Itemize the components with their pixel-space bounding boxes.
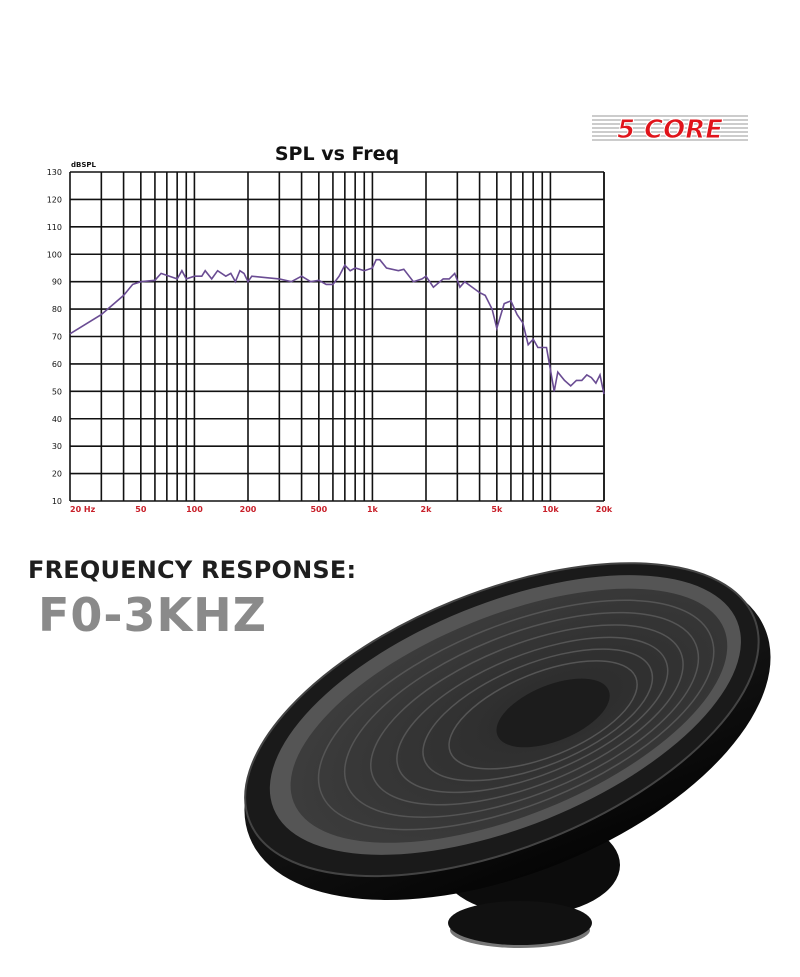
spl-vs-freq-chart: SPL vs Freq dBSPL 1020304050607080901001… — [47, 143, 613, 514]
x-tick-label: 20k — [596, 505, 613, 514]
x-tick-label: 1k — [367, 505, 379, 514]
x-tick-label: 100 — [186, 505, 203, 514]
x-tick-label: 200 — [240, 505, 257, 514]
chart-title: SPL vs Freq — [275, 143, 399, 165]
y-tick-label: 60 — [52, 360, 62, 369]
logo-text: 5 CORE — [617, 115, 723, 145]
y-axis-label: dBSPL — [71, 161, 97, 169]
y-tick-label: 90 — [52, 278, 62, 287]
x-tick-label: 50 — [135, 505, 147, 514]
y-tick-label: 80 — [52, 305, 62, 314]
y-tick-label: 120 — [47, 195, 62, 204]
brand-logo: 5 CORE — [592, 115, 748, 146]
x-tick-labels: 20 Hz 50 100 200 500 1k 2k 5k 10k 20k — [70, 505, 613, 514]
spl-series-line — [69, 258, 605, 395]
x-tick-label: 5k — [491, 505, 503, 514]
x-tick-label: 500 — [310, 505, 327, 514]
y-tick-label: 50 — [52, 387, 62, 396]
x-tick-label: 10k — [542, 505, 559, 514]
frequency-response-value: F0-3KHZ — [38, 588, 268, 642]
chart-grid — [69, 171, 605, 502]
y-tick-label: 10 — [52, 497, 62, 506]
y-tick-label: 20 — [52, 470, 62, 479]
x-tick-label: 2k — [421, 505, 433, 514]
y-tick-label: 110 — [47, 223, 62, 232]
y-tick-label: 130 — [47, 168, 62, 177]
x-tick-label: 20 Hz — [70, 505, 96, 514]
speaker-image — [244, 562, 771, 948]
y-tick-label: 70 — [52, 333, 62, 342]
y-tick-label: 30 — [52, 442, 62, 451]
frequency-response-label: FREQUENCY RESPONSE: — [28, 556, 357, 584]
y-tick-labels: 10 20 30 40 50 60 70 80 90 100 110 120 130 — [47, 168, 62, 506]
y-tick-label: 100 — [47, 250, 62, 259]
y-tick-label: 40 — [52, 415, 62, 424]
